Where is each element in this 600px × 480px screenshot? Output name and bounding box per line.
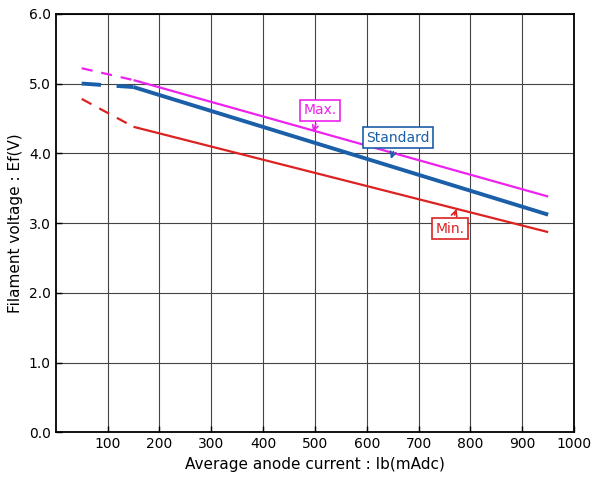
X-axis label: Average anode current : Ib(mAdc): Average anode current : Ib(mAdc) [185,456,445,472]
Text: Min.: Min. [435,211,464,236]
Text: Standard: Standard [366,131,430,157]
Text: Max.: Max. [304,103,337,131]
Y-axis label: Filament voltage : Ef(V): Filament voltage : Ef(V) [8,133,23,313]
